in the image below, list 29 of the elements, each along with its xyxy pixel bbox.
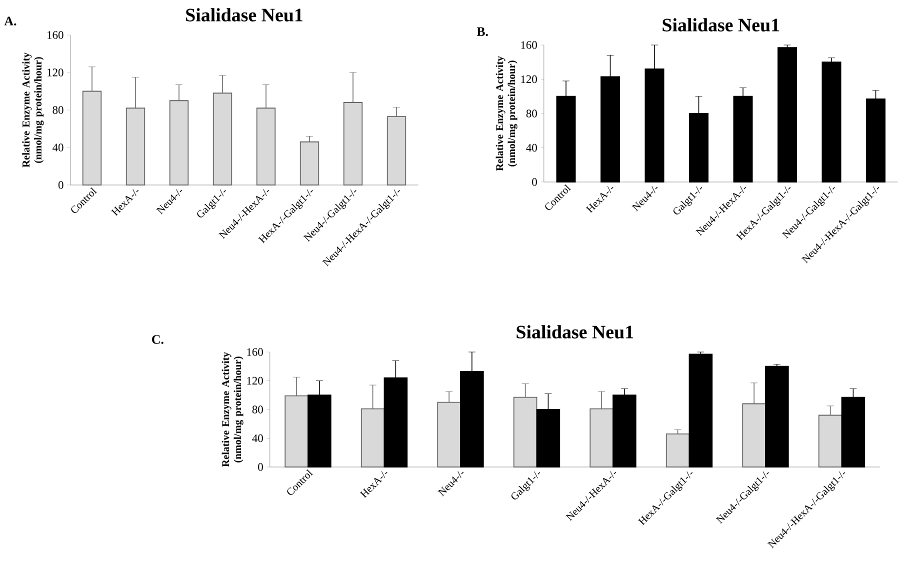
- y-tick-label: 80: [252, 406, 263, 414]
- text: C.: [152, 335, 164, 344]
- y-tick-label: 0: [58, 181, 64, 189]
- chart-title: Sialidase Neu1: [662, 18, 780, 32]
- y-tick-label: 160: [521, 41, 537, 49]
- chart-title: Sialidase Neu1: [516, 325, 634, 339]
- y-tick-label: 160: [48, 31, 64, 39]
- y-tick-label: 0: [258, 463, 263, 471]
- bar: [666, 433, 690, 468]
- y-tick-label: 0: [532, 178, 537, 186]
- chart-title: Sialidase Neu1: [186, 8, 302, 22]
- y-tick-label: 120: [48, 68, 64, 76]
- y-tick-label: 40: [52, 144, 64, 152]
- y-tick-label: 160: [247, 348, 263, 356]
- y-axis-title: Relative Enzyme Activity (nmol/mg protein/hour): [22, 52, 44, 168]
- y-axis-title: Relative Enzyme Activity (nmol/mg protein/hour): [222, 352, 244, 467]
- y-tick-label: 120: [521, 75, 537, 84]
- bar: [778, 47, 797, 182]
- y-tick-label: 120: [247, 376, 263, 385]
- y-tick-label: 40: [526, 144, 537, 152]
- text: A.: [4, 16, 16, 26]
- bar: [688, 354, 713, 468]
- y-tick-label: 80: [526, 110, 537, 118]
- bar: [765, 366, 789, 468]
- text: B.: [476, 27, 488, 36]
- bar: [822, 62, 842, 182]
- y-axis-title: Relative Enzyme Activity (nmol/mg protein/hour): [496, 56, 518, 171]
- y-tick-label: 40: [252, 434, 263, 442]
- y-tick-label: 80: [52, 106, 64, 114]
